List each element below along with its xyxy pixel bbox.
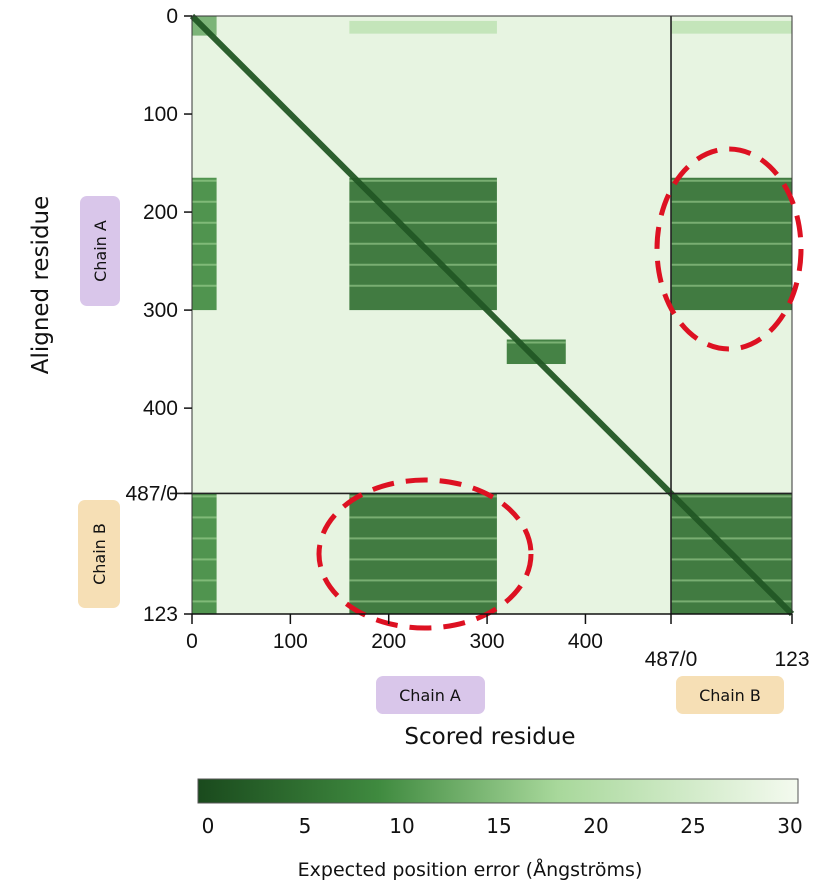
x-tick-label: 123: [774, 648, 809, 671]
block-stripe: [349, 200, 497, 203]
colorbar-ticks: 0 5 10 15 20 25 30: [202, 814, 803, 838]
block-stripe: [192, 242, 217, 245]
y-tick-label: 300: [143, 299, 178, 322]
y-chain-a-label: Chain A: [80, 196, 120, 306]
block-stripe: [192, 495, 217, 498]
colorbar-tick-label: 25: [680, 814, 705, 838]
block-stripe: [671, 600, 792, 603]
low-error-block: [192, 493, 217, 614]
block-stripe: [671, 579, 792, 582]
block-stripe: [192, 263, 217, 266]
block-stripe: [192, 600, 217, 603]
x-tick-label: 100: [273, 630, 308, 653]
svg-text:Chain B: Chain B: [699, 686, 761, 705]
block-stripe: [192, 179, 217, 182]
x-chain-b-label: Chain B: [676, 676, 784, 714]
x-tick-label: 0: [186, 630, 198, 653]
block-stripe: [671, 516, 792, 519]
faint-band: [349, 20, 497, 34]
block-stripe: [349, 558, 497, 561]
x-tick-label: 487/0: [645, 648, 698, 671]
block-stripe: [349, 263, 497, 266]
x-tick-label: 200: [371, 630, 406, 653]
x-chain-a-label: Chain A: [376, 676, 485, 714]
block-stripe: [349, 600, 497, 603]
block-stripe: [192, 221, 217, 224]
svg-text:Chain A: Chain A: [91, 220, 110, 282]
block-stripe: [671, 558, 792, 561]
block-stripe: [192, 516, 217, 519]
block-stripe: [349, 537, 497, 540]
colorbar-tick-label: 15: [486, 814, 511, 838]
block-stripe: [192, 558, 217, 561]
highlight-ellipse-ab: [654, 146, 804, 352]
y-axis-title: Aligned residue: [28, 196, 54, 375]
faint-band: [671, 20, 792, 34]
block-stripe: [192, 579, 217, 582]
block-stripe: [671, 221, 792, 224]
block-stripe: [349, 516, 497, 519]
x-tick-label: 300: [470, 630, 505, 653]
block-stripe: [192, 200, 217, 203]
colorbar-title: Expected position error (Ångströms): [298, 858, 643, 881]
block-stripe: [671, 200, 792, 203]
block-stripe: [671, 495, 792, 498]
colorbar-tick-label: 20: [583, 814, 608, 838]
colorbar: [197, 778, 799, 804]
block-stripe: [349, 179, 497, 182]
block-stripe: [671, 263, 792, 266]
y-tick-label: 400: [143, 397, 178, 420]
colorbar-tick-label: 0: [202, 814, 215, 838]
block-stripe: [671, 284, 792, 287]
axes: 0 100 200 300 400 487/0 123 0 100 200 300 400 487/0 1…: [125, 5, 809, 671]
block-stripe: [349, 284, 497, 287]
heatmap-cells: [189, 13, 795, 617]
x-axis-title: Scored residue: [404, 724, 575, 750]
colorbar-tick-label: 30: [777, 814, 802, 838]
svg-text:Chain A: Chain A: [399, 686, 461, 705]
block-stripe: [192, 284, 217, 287]
block-stripe: [349, 495, 497, 498]
block-stripe: [506, 341, 566, 344]
block-stripe: [671, 179, 792, 182]
y-chain-b-label: Chain B: [78, 500, 120, 608]
y-tick-label: 487/0: [125, 482, 178, 505]
block-stripe: [349, 579, 497, 582]
block-stripe: [671, 537, 792, 540]
colorbar-tick-label: 10: [389, 814, 414, 838]
diagonal-band: [189, 13, 795, 617]
block-stripe: [192, 537, 217, 540]
highlight-ellipse-ba: [316, 477, 534, 631]
x-tick-label: 400: [568, 630, 603, 653]
colorbar-tick-label: 5: [299, 814, 312, 838]
low-error-block: [349, 493, 497, 614]
y-tick-label: 100: [143, 103, 178, 126]
y-tick-label: 0: [166, 5, 178, 28]
svg-text:Chain B: Chain B: [90, 523, 109, 585]
y-tick-label: 123: [143, 603, 178, 626]
block-stripe: [671, 242, 792, 245]
block-stripe: [349, 221, 497, 224]
y-tick-label: 200: [143, 201, 178, 224]
